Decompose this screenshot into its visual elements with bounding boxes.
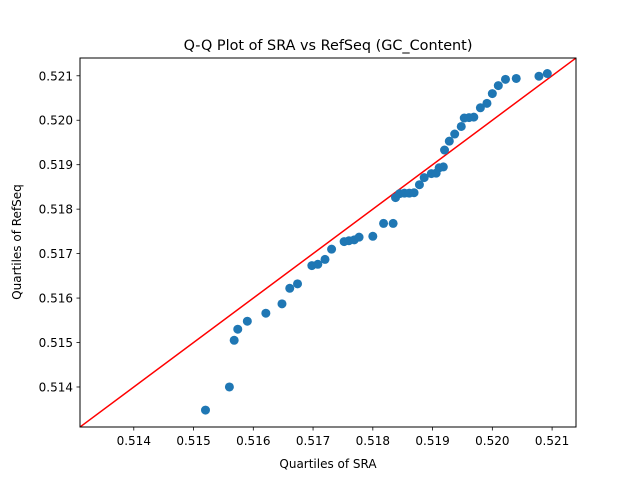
y-tick-label: 0.515	[39, 336, 73, 350]
data-point	[200, 405, 210, 415]
data-point	[233, 324, 243, 334]
x-tick-label: 0.521	[535, 434, 569, 448]
data-point	[493, 81, 503, 91]
x-tick-label: 0.515	[176, 434, 210, 448]
y-tick-label: 0.518	[39, 203, 73, 217]
x-tick-label: 0.519	[415, 434, 449, 448]
y-tick-label: 0.517	[39, 247, 73, 261]
data-point	[438, 162, 448, 172]
x-tick-label: 0.516	[236, 434, 270, 448]
data-point	[313, 259, 323, 269]
reference-line-layer	[80, 58, 576, 427]
data-point	[285, 283, 295, 293]
plot-frame	[79, 57, 577, 428]
data-point	[469, 112, 479, 122]
data-point	[368, 231, 378, 241]
plot-area	[79, 57, 577, 428]
data-point	[419, 173, 429, 183]
data-point	[388, 218, 398, 228]
data-point	[500, 74, 510, 84]
data-point	[354, 232, 364, 242]
data-point	[542, 69, 552, 79]
data-point	[534, 71, 544, 81]
data-point	[482, 98, 492, 108]
x-tick-label: 0.518	[356, 434, 390, 448]
y-tick-label: 0.516	[39, 292, 73, 306]
data-point	[409, 188, 419, 198]
data-point	[261, 308, 271, 318]
data-points	[200, 69, 552, 415]
y-tick-label: 0.521	[39, 69, 73, 83]
x-axis-ticks: 0.514 0.515 0.516 0.517 0.518 0.519 0.520 0.521	[117, 427, 569, 448]
data-point	[277, 299, 287, 309]
data-point	[444, 136, 454, 146]
data-point	[414, 180, 424, 190]
x-axis-label: Quartiles of SRA	[279, 457, 377, 471]
data-point	[456, 121, 466, 131]
data-point	[487, 89, 497, 99]
data-point	[320, 254, 330, 264]
data-point	[224, 382, 234, 392]
y-axis-label: Quartiles of RefSeq	[10, 184, 24, 300]
y-tick-label: 0.514	[39, 380, 73, 394]
data-point	[327, 244, 337, 254]
y-tick-label: 0.519	[39, 158, 73, 172]
data-point	[450, 129, 460, 139]
x-tick-label: 0.520	[475, 434, 509, 448]
data-point	[440, 145, 450, 155]
x-tick-label: 0.517	[296, 434, 330, 448]
data-point	[293, 279, 303, 289]
data-point	[511, 73, 521, 83]
data-point	[379, 218, 389, 228]
chart-title: Q-Q Plot of SRA vs RefSeq (GC_Content)	[184, 38, 473, 54]
data-point	[242, 316, 252, 326]
x-tick-label: 0.514	[117, 434, 151, 448]
y-axis-ticks: 0.514 0.515 0.516 0.517 0.518 0.519 0.520 0.521	[39, 69, 80, 394]
reference-line	[80, 58, 576, 427]
y-tick-label: 0.520	[39, 114, 73, 128]
data-point	[475, 103, 485, 113]
data-point	[229, 335, 239, 345]
